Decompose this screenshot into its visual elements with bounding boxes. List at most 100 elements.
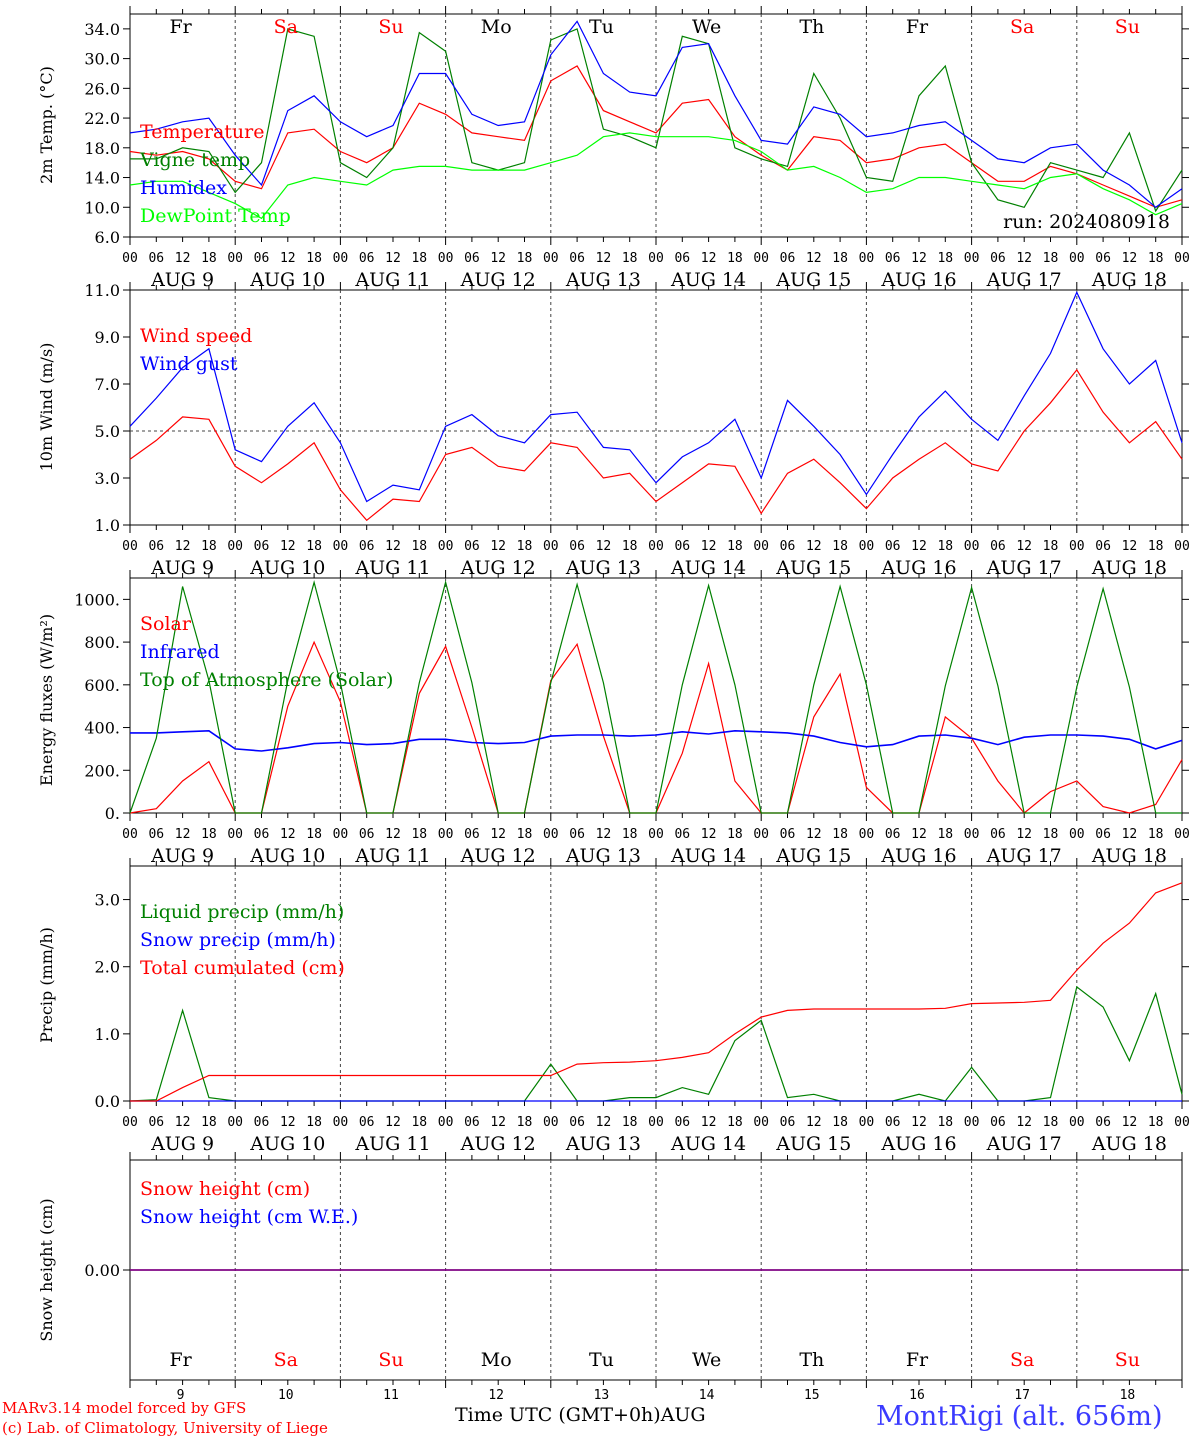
day-number: 10: [278, 1388, 294, 1403]
x-hour-label: 00: [438, 539, 454, 554]
day-number: 15: [804, 1388, 820, 1403]
day-number: 18: [1120, 1388, 1136, 1403]
x-hour-label: 18: [1043, 827, 1059, 842]
day-name: Su: [1115, 1349, 1140, 1371]
x-date-label: AUG 9: [150, 557, 214, 579]
x-hour-label: 18: [306, 827, 322, 842]
x-hour-label: 00: [964, 251, 980, 266]
x-date-label: AUG 11: [354, 269, 430, 291]
x-hour-label: 06: [359, 827, 375, 842]
x-hour-label: 06: [148, 1115, 164, 1130]
legend-entry: Snow precip (mm/h): [140, 929, 336, 951]
x-hour-label: 00: [227, 827, 243, 842]
day-name: Fr: [169, 16, 192, 38]
legend-entry: DewPoint Temp: [140, 205, 291, 227]
series-line-top-of-atmosphere-solar-: [129, 579, 1182, 814]
x-hour-label: 06: [1095, 251, 1111, 266]
x-hour-label: 18: [411, 251, 427, 266]
x-hour-label: 00: [122, 251, 138, 266]
x-hour-label: 18: [727, 251, 743, 266]
x-hour-label: 00: [543, 827, 559, 842]
x-hour-label: 00: [122, 827, 138, 842]
x-hour-label: 06: [148, 827, 164, 842]
x-hour-label: 12: [385, 539, 401, 554]
x-hour-label: 00: [122, 1115, 138, 1130]
x-hour-label: 06: [885, 251, 901, 266]
legend-entry: Wind gust: [140, 353, 238, 375]
x-hour-label: 18: [306, 539, 322, 554]
legend-entry: Temperature: [140, 121, 264, 143]
x-hour-label: 00: [753, 1115, 769, 1130]
x-hour-label: 12: [1016, 251, 1032, 266]
x-hour-label: 18: [622, 251, 638, 266]
x-hour-label: 18: [411, 539, 427, 554]
series-line-wind-gust: [129, 290, 1183, 503]
x-hour-label: 00: [227, 539, 243, 554]
legend-entry: Snow height (cm): [140, 1178, 310, 1200]
day-name: Su: [378, 16, 403, 38]
x-hour-label: 18: [517, 827, 533, 842]
series-line-total-cumulated-cm-: [130, 882, 1183, 1102]
x-hour-label: 00: [438, 251, 454, 266]
x-hour-label: 12: [1122, 1115, 1138, 1130]
y-tick-label: 3.0: [95, 469, 120, 488]
x-hour-label: 12: [280, 539, 296, 554]
y-tick-label: 10.0: [84, 198, 120, 217]
x-hour-label: 18: [411, 827, 427, 842]
y-tick-label: 30.0: [84, 50, 120, 69]
time-axis-title: Time UTC (GMT+0h): [455, 1404, 661, 1426]
day-name: Tu: [589, 1349, 614, 1371]
x-date-label: AUG 16: [880, 1133, 956, 1155]
y-tick-label: 1000.: [74, 590, 120, 609]
month-label: AUG: [660, 1404, 706, 1426]
x-hour-label: 06: [990, 539, 1006, 554]
x-hour-label: 12: [1122, 827, 1138, 842]
x-hour-label: 06: [990, 827, 1006, 842]
x-hour-label: 18: [1148, 251, 1164, 266]
x-hour-label: 18: [201, 539, 217, 554]
x-hour-label: 06: [148, 251, 164, 266]
x-hour-label: 18: [727, 827, 743, 842]
y-tick-label: 200.: [84, 761, 120, 780]
x-hour-label: 06: [254, 251, 270, 266]
day-name: Fr: [169, 1349, 192, 1371]
x-hour-label: 06: [569, 539, 585, 554]
day-name: Fr: [906, 16, 929, 38]
x-hour-label: 12: [490, 1115, 506, 1130]
series-line-humidex: [129, 20, 1183, 209]
x-hour-label: 00: [859, 251, 875, 266]
day-name: Th: [799, 1349, 824, 1371]
x-hour-label: 06: [569, 1115, 585, 1130]
x-hour-label: 00: [1174, 539, 1190, 554]
legend-entry: Total cumulated (cm): [140, 957, 345, 979]
x-hour-label: 06: [780, 539, 796, 554]
x-hour-label: 18: [622, 539, 638, 554]
x-date-label: AUG 10: [249, 557, 325, 579]
x-hour-label: 12: [175, 827, 191, 842]
day-name: Tu: [589, 16, 614, 38]
x-hour-label: 18: [937, 251, 953, 266]
x-hour-label: 00: [1069, 827, 1085, 842]
x-hour-label: 06: [674, 251, 690, 266]
y-tick-label: 7.0: [95, 375, 120, 394]
x-date-label: AUG 9: [150, 845, 214, 867]
x-date-label: AUG 10: [249, 269, 325, 291]
series-line-temperature: [129, 65, 1183, 208]
x-hour-label: 18: [1043, 1115, 1059, 1130]
x-hour-label: 12: [701, 827, 717, 842]
x-hour-label: 06: [148, 539, 164, 554]
y-tick-label: 1.0: [95, 516, 120, 535]
x-date-label: AUG 13: [565, 269, 641, 291]
x-hour-label: 12: [385, 251, 401, 266]
x-date-label: AUG 15: [775, 845, 851, 867]
y-tick-label: 6.0: [95, 228, 120, 247]
x-hour-label: 12: [911, 251, 927, 266]
y-tick-label: 22.0: [84, 109, 120, 128]
x-hour-label: 00: [859, 539, 875, 554]
x-hour-label: 00: [227, 251, 243, 266]
x-hour-label: 12: [596, 251, 612, 266]
x-date-label: AUG 14: [670, 845, 746, 867]
y-tick-label: 800.: [84, 633, 120, 652]
x-hour-label: 06: [674, 539, 690, 554]
